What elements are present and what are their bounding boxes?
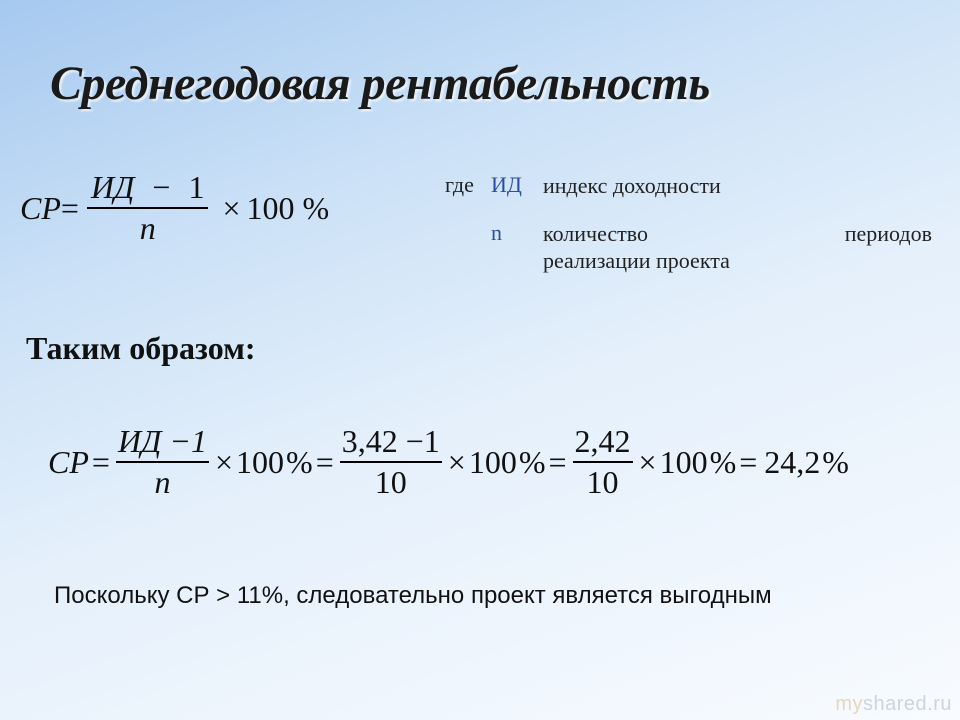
times-sign: × xyxy=(222,190,240,227)
formula-general: СР = ИД − 1 n × 100 % xyxy=(20,170,329,246)
legend-row-1: где ИД индекс доходности xyxy=(445,172,932,200)
fraction: ИД − 1 n xyxy=(87,170,209,246)
legend-symbol: ИД xyxy=(491,172,543,198)
numerator: ИД − 1 xyxy=(87,170,209,205)
thus-label: Таким образом: xyxy=(26,330,256,367)
legend-row-2: n количество периодов реализации проекта xyxy=(445,220,932,275)
watermark: myshared.ru xyxy=(835,693,952,716)
legend-text: индекс доходности xyxy=(543,172,932,200)
legend-text: количество периодов реализации проекта xyxy=(543,220,932,275)
slide: Среднегодовая рентабельность СР = ИД − 1… xyxy=(0,0,960,720)
legend: где ИД индекс доходности n количество пе… xyxy=(445,172,932,295)
conclusion-text: Поскольку СР > 11%, следовательно проект… xyxy=(54,582,772,610)
denominator: n xyxy=(136,211,160,246)
equals-sign: = xyxy=(61,190,79,227)
hundred: 100 xyxy=(247,190,295,227)
fraction-bar xyxy=(87,207,209,209)
formula-computed: СР = ИД −1 n × 100 % = 3,42 −1 10 × 100 … xyxy=(48,424,849,500)
slide-title: Среднегодовая рентабельность xyxy=(50,56,710,111)
percent-sign: % xyxy=(303,190,330,227)
formula-lhs: СР xyxy=(20,190,61,227)
legend-where: где xyxy=(445,172,491,198)
legend-symbol: n xyxy=(491,220,543,246)
